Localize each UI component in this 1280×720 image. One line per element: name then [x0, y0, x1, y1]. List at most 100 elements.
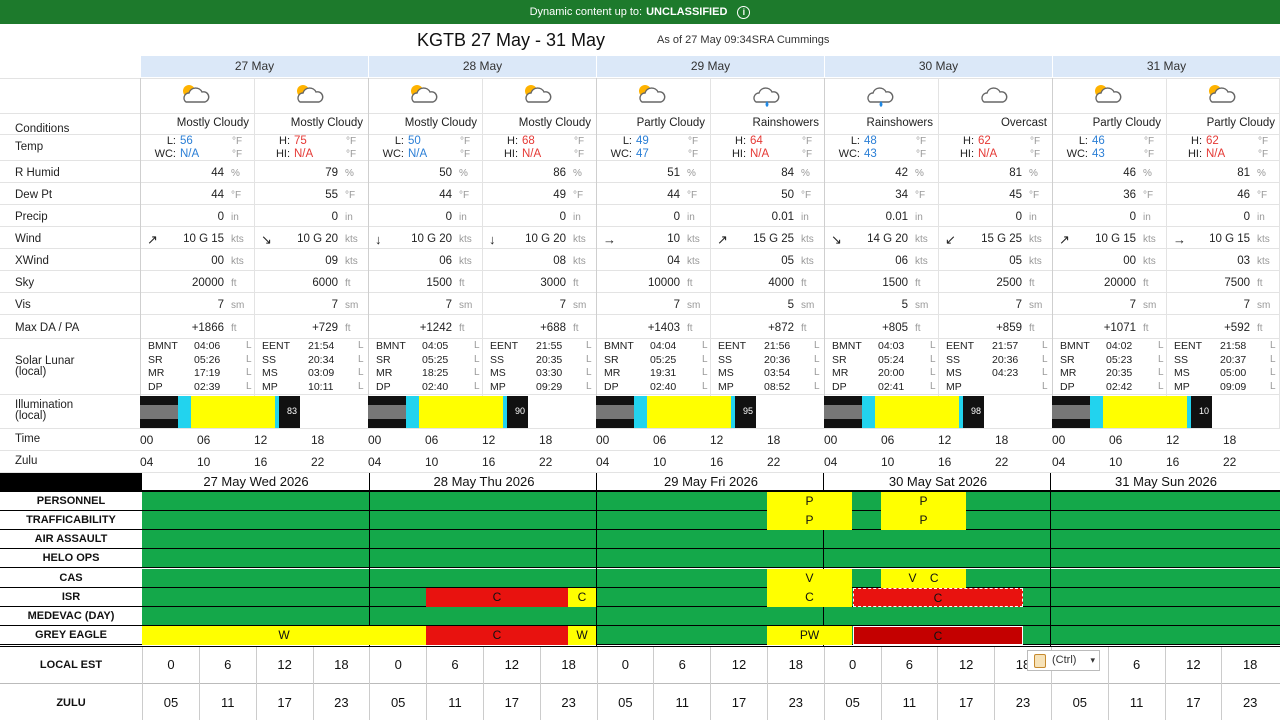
xwind-value: 06	[895, 255, 908, 267]
time-tick: 12	[482, 433, 496, 447]
zulu-tick: 16	[710, 455, 724, 469]
wind-direction-arrow: ↓	[489, 232, 496, 247]
local-tick: 12	[958, 657, 974, 672]
index-label: WC:	[1066, 148, 1088, 160]
axis-col-divider	[142, 647, 143, 720]
zulu-tick: 16	[482, 455, 496, 469]
row-divider	[0, 292, 1280, 293]
wind-direction-arrow: ↘	[831, 232, 842, 247]
solar-time: 05:23	[1106, 353, 1133, 366]
axis-col-divider	[710, 647, 712, 720]
solar-time: 02:42	[1106, 380, 1133, 393]
lunar-time: 20:36	[992, 353, 1019, 366]
precip-value: 0	[217, 211, 224, 223]
lunar-time: 10:11	[308, 380, 334, 393]
maxda-value: +729	[312, 322, 338, 334]
solar-time: 05:25	[422, 353, 449, 366]
banner-prefix: Dynamic content up to:	[529, 6, 643, 18]
temp-value: 49	[636, 135, 649, 147]
zulu-tick: 05	[618, 695, 633, 710]
sky-unit: ft	[1029, 278, 1035, 289]
category-label: GREY EAGLE	[35, 629, 107, 641]
sky-value: 10000	[648, 277, 680, 289]
vis-value: 7	[217, 299, 224, 311]
temp-value: 50	[408, 135, 421, 147]
index-unit: °F	[916, 149, 927, 160]
row-divider	[0, 78, 1280, 79]
xwind-unit: kts	[801, 256, 814, 267]
index-unit: °F	[232, 149, 243, 160]
sky-unit: ft	[459, 278, 465, 289]
time-tick: 06	[653, 433, 667, 447]
precip-value: 0	[445, 211, 452, 223]
rhumid-value: 50	[439, 167, 452, 179]
illumination-percent: 83	[287, 406, 298, 416]
chart-day-header: 29 May Fri 2026	[664, 474, 758, 489]
impact-bar-green	[142, 549, 1280, 568]
zulu-tick: 17	[277, 695, 292, 710]
info-icon[interactable]: i	[737, 5, 751, 19]
axis-col-divider	[880, 647, 882, 720]
illumination-percent: 98	[971, 406, 982, 416]
dewpt-value: 44	[439, 189, 452, 201]
zulu-tick: 23	[561, 695, 576, 710]
illumination-segment	[368, 405, 406, 419]
condition-text: Rainshowers	[866, 117, 933, 129]
day-header: 31 May	[1053, 56, 1280, 77]
dewpt-value: 49	[553, 189, 566, 201]
maxda-unit: ft	[687, 323, 693, 334]
col-divider	[824, 78, 825, 428]
wind-direction-arrow: →	[603, 232, 616, 247]
partly-cloudy-sun-icon	[290, 82, 330, 108]
partly-cloudy-sun-icon	[1088, 82, 1128, 108]
local-tick: 6	[224, 657, 232, 672]
illumination-segment	[647, 396, 731, 428]
axis-col-divider	[426, 647, 428, 720]
row-label-time: Time	[15, 433, 41, 445]
zulu-tick: 10	[881, 455, 895, 469]
solar-label: BMNT	[148, 340, 178, 352]
index-value: 43	[1092, 148, 1105, 160]
axis-col-divider	[1051, 647, 1052, 720]
precip-unit: in	[1143, 212, 1151, 223]
local-tick: 18	[561, 657, 576, 672]
maxda-unit: ft	[573, 323, 579, 334]
zulu-tick: 10	[1109, 455, 1123, 469]
col-divider	[482, 78, 483, 428]
zulu-tick: 22	[995, 455, 1009, 469]
wind-unit: kts	[573, 234, 586, 245]
illumination-percent: 10	[1199, 406, 1210, 416]
row-label-conditions: Conditions	[15, 123, 70, 135]
temp-unit: °F	[574, 136, 585, 147]
solar-unit: L	[1158, 380, 1164, 392]
row-divider	[0, 134, 1280, 135]
precip-value: 0.01	[771, 211, 794, 223]
condition-text: Mostly Cloudy	[518, 117, 591, 129]
wind-direction-arrow: ↗	[717, 232, 728, 247]
xwind-unit: kts	[459, 256, 472, 267]
paste-options-popup[interactable]: (Ctrl) ▾	[1027, 650, 1100, 671]
solar-time: 02:41	[878, 380, 905, 393]
rhumid-unit: %	[915, 168, 924, 179]
lunar-unit: L	[1042, 353, 1048, 365]
illumination-segment	[862, 396, 875, 428]
row-label-temp: Temp	[15, 141, 44, 153]
row-separator	[0, 510, 1280, 511]
rhumid-unit: %	[459, 168, 468, 179]
solar-time: 05:24	[878, 353, 905, 366]
solar-time: 04:04	[650, 340, 677, 352]
maxda-unit: ft	[459, 323, 465, 334]
axis-col-divider	[653, 647, 655, 720]
row-separator	[0, 606, 1280, 607]
solar-time: 17:19	[194, 367, 221, 379]
row-divider	[0, 450, 1280, 451]
time-tick: 12	[254, 433, 268, 447]
local-tick: 0	[621, 657, 629, 672]
solar-unit: L	[930, 340, 936, 351]
index-value: 47	[636, 148, 649, 160]
rhumid-unit: %	[1143, 168, 1152, 179]
maxda-value: +1403	[647, 322, 680, 334]
col-divider	[1166, 78, 1167, 428]
local-tick: 18	[1242, 657, 1258, 672]
category-label: AIR ASSAULT	[34, 533, 108, 545]
